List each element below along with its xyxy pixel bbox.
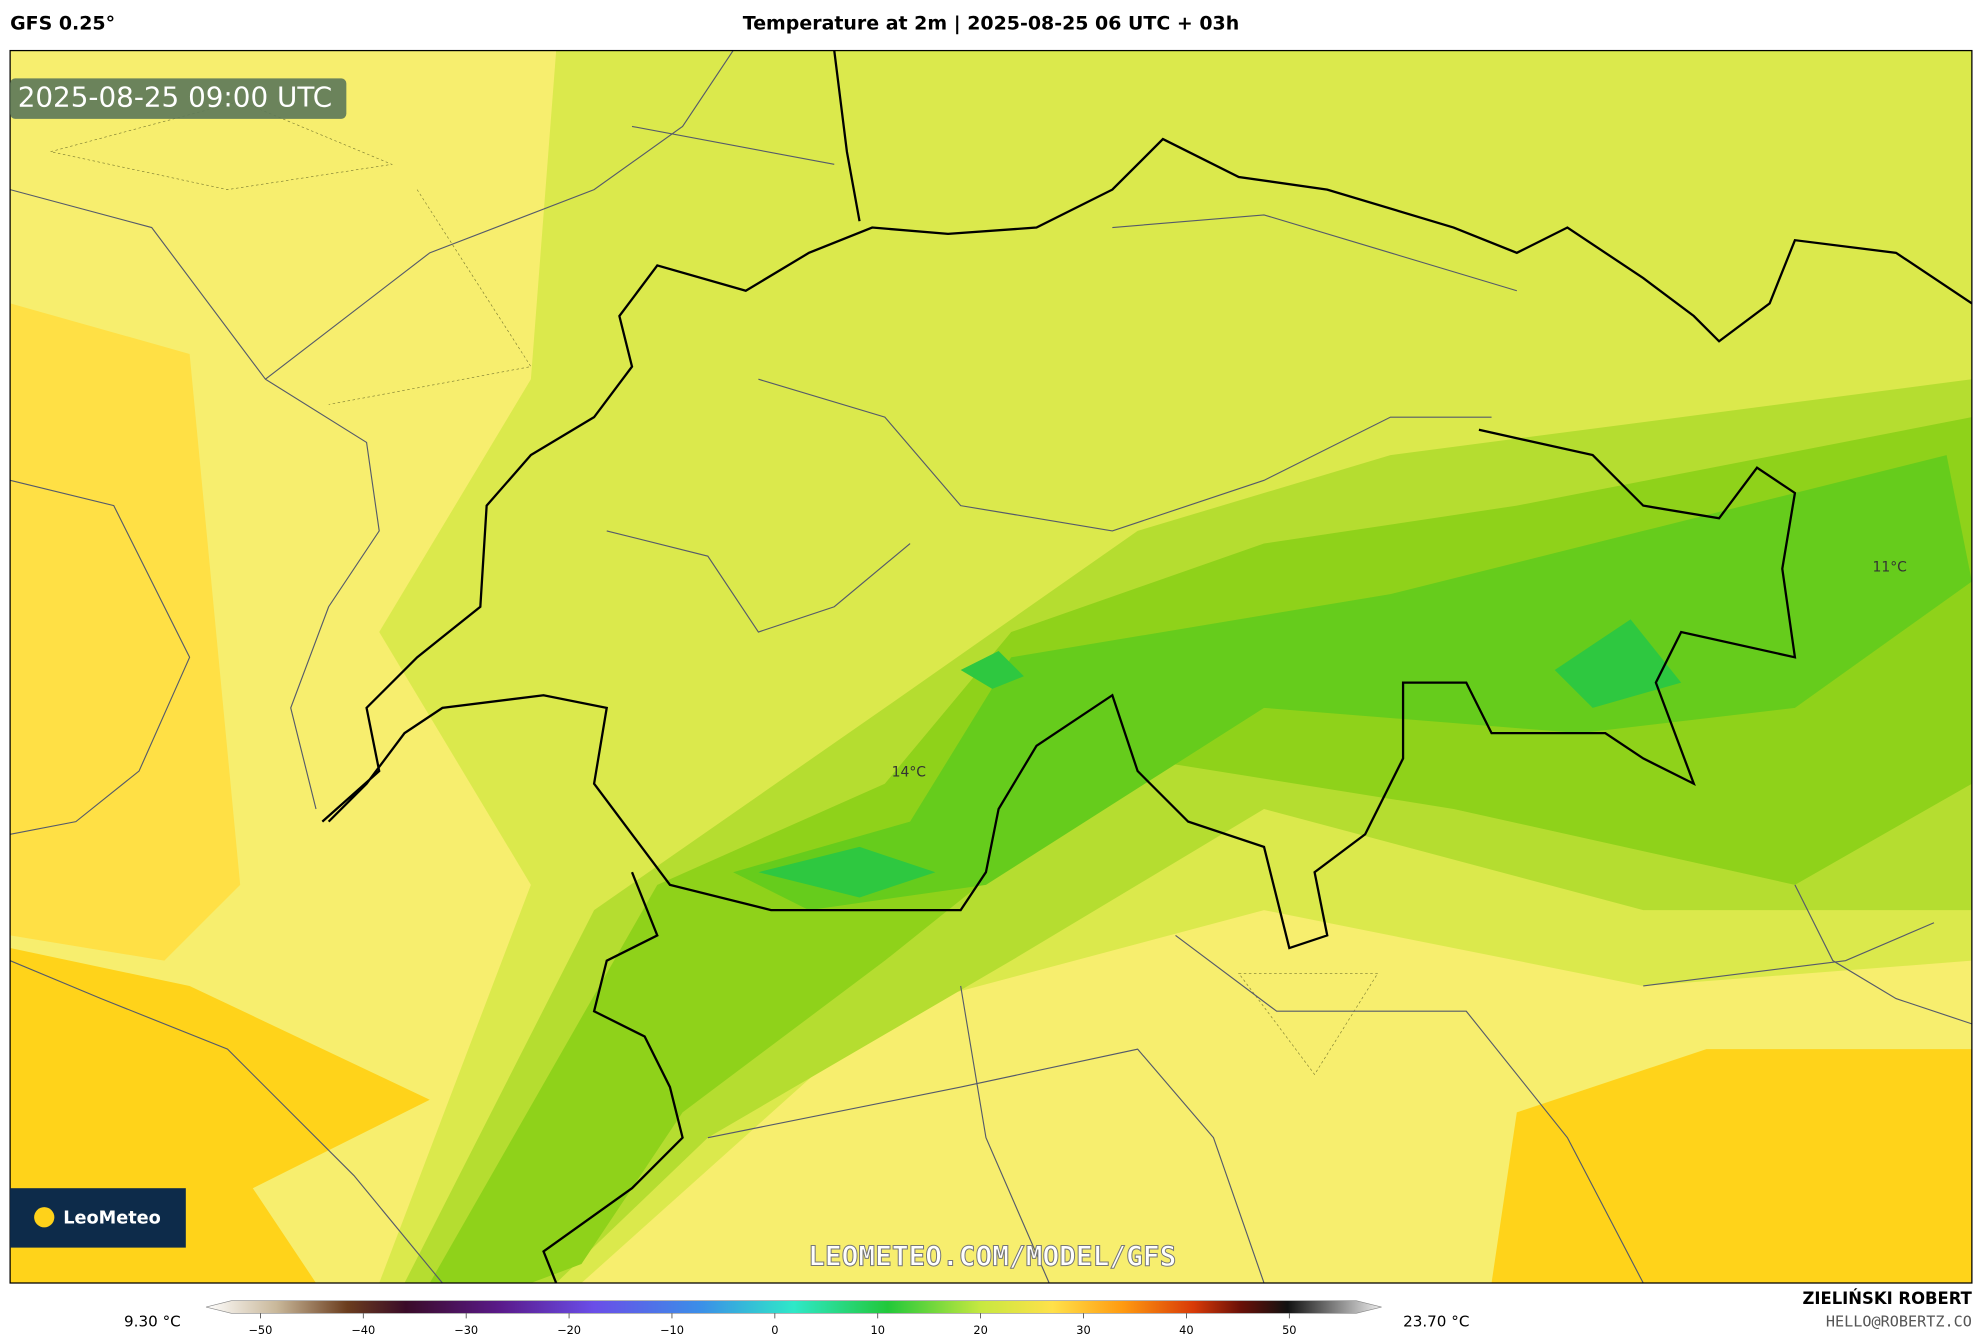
- timestamp: 2025-08-25 09:00 UTC: [18, 81, 332, 114]
- colorbar-tick-label: 40: [1179, 1323, 1193, 1337]
- temperature-label: 11°C: [1873, 560, 1907, 576]
- colorbar-tick-label: −10: [660, 1323, 684, 1337]
- logo-text: LeoMeteo: [63, 1209, 161, 1229]
- map-title: Temperature at 2m | 2025-08-25 06 UTC + …: [743, 13, 1239, 35]
- watermark: LEOMETEO.COM/MODEL/GFS: [808, 1240, 1176, 1273]
- colorbar: [205, 1300, 1382, 1314]
- logo-icon: [34, 1207, 55, 1228]
- colorbar-tick-label: −30: [454, 1323, 478, 1337]
- colorbar-tick-label: 50: [1282, 1323, 1296, 1337]
- map-area: [10, 50, 1972, 1284]
- colorbar-tick-label: 10: [871, 1323, 885, 1337]
- colorbar-tick-label: 20: [973, 1323, 987, 1337]
- model-name: GFS 0.25°: [10, 13, 115, 35]
- colorbar-tick-label: 0: [771, 1323, 778, 1337]
- colorbar-min: 9.30 °C: [124, 1313, 181, 1331]
- colorbar-tick-label: −20: [557, 1323, 581, 1337]
- colorbar-tick-label: −50: [248, 1323, 272, 1337]
- timestamp-badge: [10, 78, 347, 119]
- colorbar-tick-label: −40: [351, 1323, 375, 1337]
- email: HELLO@ROBERTZ.CO: [1826, 1313, 1972, 1331]
- colorbar-max: 23.70 °C: [1403, 1313, 1469, 1331]
- temperature-label: 14°C: [892, 764, 926, 780]
- colorbar-tick-label: 30: [1076, 1323, 1090, 1337]
- author: ZIELIŃSKI ROBERT: [1802, 1289, 1972, 1308]
